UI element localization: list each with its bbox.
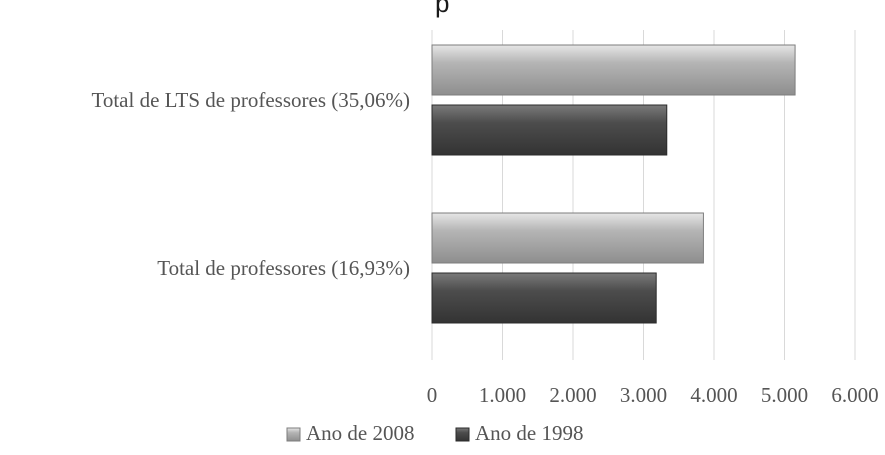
bar-2-1998 [431, 272, 657, 324]
bar-2-2008 [431, 212, 704, 264]
legend-swatch-1998 [455, 427, 470, 442]
x-tick-label-0: 0 [427, 383, 438, 407]
legend: Ano de 2008 Ano de 1998 [286, 421, 584, 445]
x-tick-label-5: 5.000 [761, 383, 808, 407]
category-labels: Total de LTS de professores (35,06%) Tota… [91, 88, 410, 280]
legend-label-1998: Ano de 1998 [475, 421, 584, 445]
x-tick-label-4: 4.000 [690, 383, 737, 407]
legend-label-2008: Ano de 2008 [306, 421, 415, 445]
chart-title-fragment: p [435, 0, 449, 18]
x-tick-label-1: 1.000 [479, 383, 526, 407]
bar-1-1998 [431, 104, 668, 156]
x-axis-ticks: 0 1.000 2.000 3.000 4.000 5.000 6.000 [427, 383, 879, 407]
category-label-1: Total de LTS de professores (35,06%) [91, 88, 410, 112]
x-tick-label-3: 3.000 [620, 383, 667, 407]
bars [431, 44, 796, 324]
bar-1-2008 [431, 44, 796, 96]
category-label-2: Total de professores (16,93%) [157, 256, 410, 280]
legend-swatch-2008 [286, 427, 301, 442]
x-tick-label-6: 6.000 [831, 383, 878, 407]
x-tick-label-2: 2.000 [549, 383, 596, 407]
